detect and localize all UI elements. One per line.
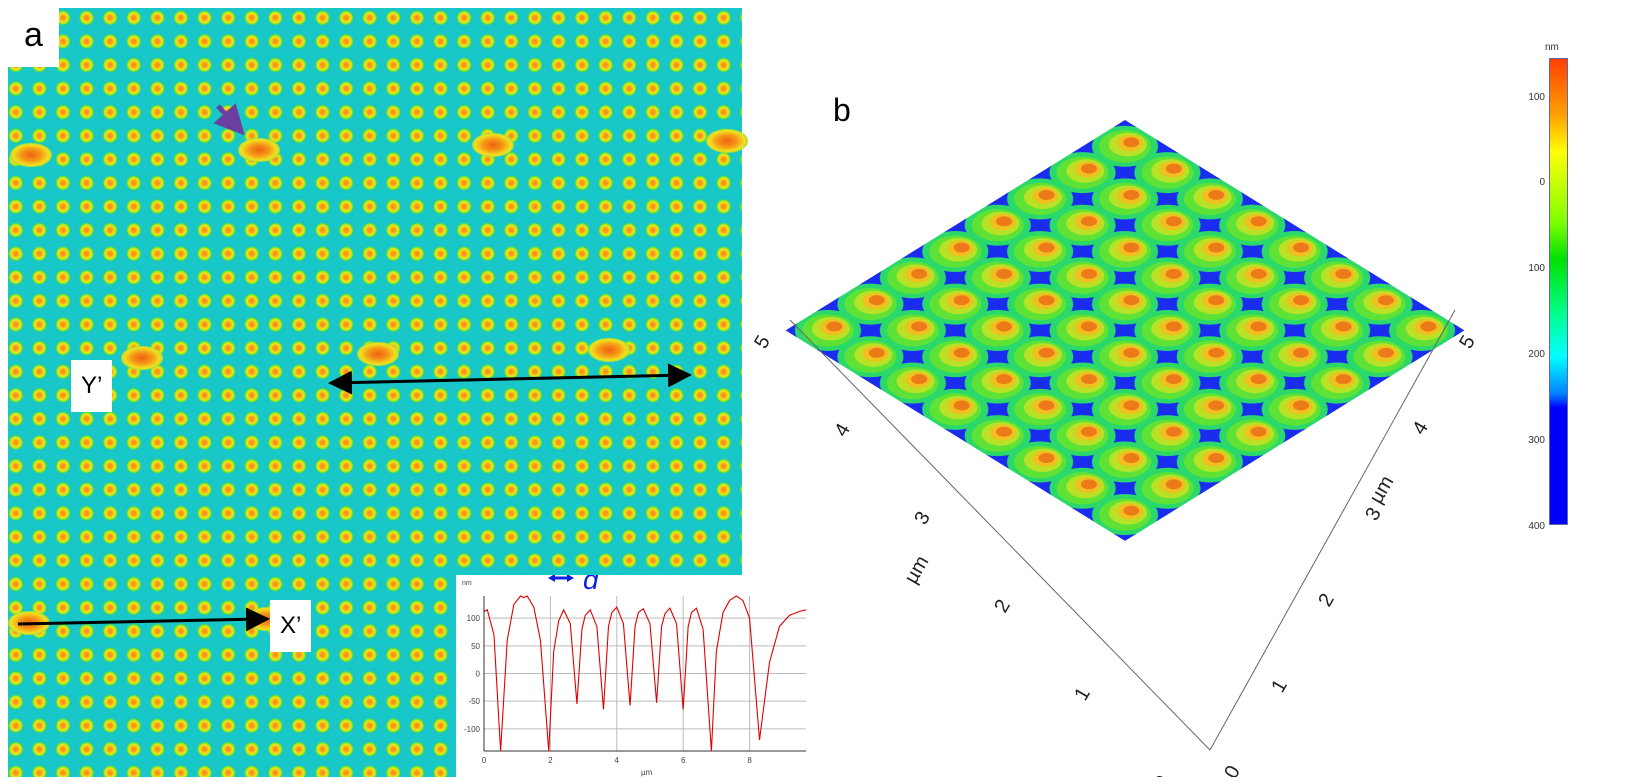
- axis-unit-left: µm: [900, 552, 933, 587]
- colorbar-unit: nm: [1545, 42, 1559, 53]
- axis-tick-right: 0: [1220, 762, 1245, 777]
- x-tick-label: 2: [548, 756, 553, 765]
- axes: [789, 309, 1456, 751]
- y-tick-label: 0: [476, 670, 481, 679]
- merged-dot: [706, 129, 748, 153]
- marker-y-prime: Y’: [71, 360, 113, 412]
- colorbar-tick-label: 100: [1528, 92, 1545, 103]
- axis-tick-left: 5: [750, 332, 775, 353]
- x-tick-label: 4: [615, 756, 620, 765]
- x-tick-label: 0: [482, 756, 487, 765]
- afm-3d-surface: 543210012345µmµm: [750, 120, 1480, 777]
- d-label: d: [583, 575, 600, 595]
- y-axis-label: nm: [462, 580, 472, 587]
- y-tick-label: -50: [468, 697, 480, 706]
- merged-dot: [10, 143, 52, 167]
- surface-front-edge: [765, 348, 1200, 700]
- colorbar-tick-label: 400: [1528, 521, 1545, 532]
- axis-unit-right: µm: [1365, 472, 1398, 507]
- y-tick-label: 50: [471, 642, 480, 651]
- profile-line-arrow: [328, 363, 692, 395]
- y-tick-label: 100: [467, 614, 481, 623]
- marker-x-prime: X’: [270, 600, 312, 652]
- axis-tick-right: 4: [1408, 418, 1433, 439]
- d-annotation: d: [548, 564, 600, 595]
- profile-series: [483, 595, 807, 752]
- colorbar-tick-label: 0: [1539, 177, 1545, 188]
- panel-a-label: a: [8, 8, 59, 67]
- y-tick-label: -100: [464, 725, 481, 734]
- x-tick-label: 6: [681, 756, 686, 765]
- axis-tick-left: 2: [990, 596, 1015, 617]
- merged-dot: [472, 133, 514, 157]
- merged-dot: [588, 338, 630, 362]
- axis-tick-left: 1: [1070, 684, 1095, 705]
- colorbar-tick-label: 100: [1528, 263, 1545, 274]
- x-axis-label: µm: [641, 768, 653, 777]
- merged-dot: [238, 138, 280, 162]
- axis-tick-left: 3: [910, 508, 935, 529]
- axis-tick-right: 1: [1267, 676, 1292, 697]
- merged-dot: [357, 342, 399, 366]
- axis-tick-left: 0: [1150, 772, 1175, 777]
- colorbar-tick-label: 300: [1528, 435, 1545, 446]
- x-tick-label: 8: [747, 756, 752, 765]
- arrows-layer: [17, 103, 692, 632]
- merged-dot: [121, 346, 163, 370]
- defect-pointer-arrow: [213, 103, 245, 136]
- axis-tick-right: 5: [1455, 332, 1480, 353]
- double-arrow-icon: [548, 574, 574, 582]
- surface-bumps: [785, 120, 1465, 541]
- height-profile-inset: 100 50 0 -50 -100 0 2 4 6 8 nm µm d: [456, 564, 808, 777]
- scan-line-arrow: [17, 607, 270, 632]
- panel-b-label: b: [833, 92, 851, 128]
- colorbar: [1549, 58, 1568, 525]
- axis-tick-right: 2: [1314, 590, 1339, 611]
- colorbar-tick-label: 200: [1528, 349, 1545, 360]
